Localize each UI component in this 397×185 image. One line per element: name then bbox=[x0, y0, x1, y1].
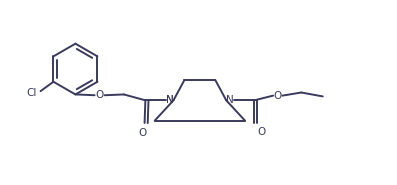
Text: O: O bbox=[96, 90, 104, 100]
Text: O: O bbox=[258, 127, 266, 137]
Text: O: O bbox=[139, 128, 147, 138]
Text: Cl: Cl bbox=[26, 88, 37, 98]
Text: N: N bbox=[166, 95, 173, 105]
Text: N: N bbox=[166, 95, 173, 105]
Text: N: N bbox=[226, 95, 234, 105]
Text: O: O bbox=[274, 91, 282, 101]
